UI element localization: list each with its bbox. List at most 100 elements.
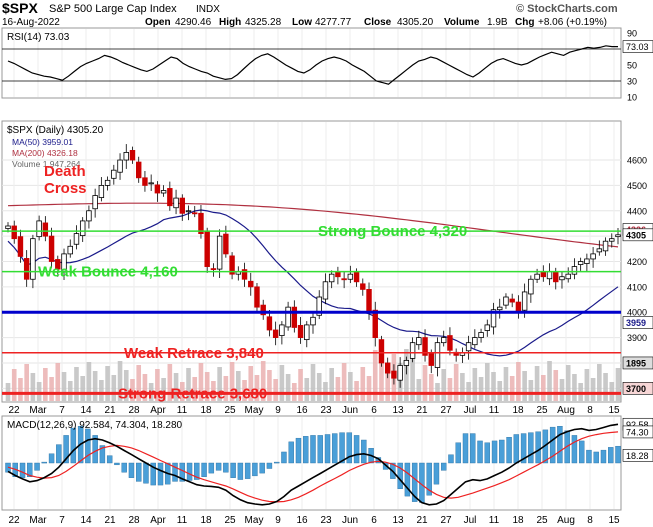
x-tick-label: 27 [440,405,452,416]
candle-body [416,337,422,346]
candle-body [441,337,447,344]
x-tick-label: 21 [416,405,428,416]
macd-x-tick-label: 11 [177,515,188,526]
close-label: Close [364,17,392,28]
macd-histogram-bar [237,462,244,480]
x-tick-label: 13 [392,405,404,416]
candle-body [285,306,291,328]
weak-retrace-label: Weak Retrace 3,840 [124,345,264,362]
candle-body [167,188,173,207]
candle-body [434,342,441,368]
strong-bounce-label: Strong Bounce 4,320 [318,223,467,240]
x-tick-label: 22 [8,405,20,416]
candle-body [553,271,559,283]
rsi-tick-label: 50 [627,61,637,71]
volume-bar [522,371,527,401]
macd-x-tick-label: 14 [80,515,92,526]
candle-body [291,306,298,328]
x-tick-label: 18 [200,405,212,416]
candle-body [565,273,571,280]
x-tick-label: 23 [320,405,332,416]
strong-retrace-label: Strong Retrace 3,680 [118,385,267,402]
volume-bar [92,371,98,401]
candle-body [260,304,266,316]
macd-x-tick-label: 25 [536,515,548,526]
candle-body [577,261,584,265]
hist-tag [622,449,653,462]
candle-body [602,240,609,252]
macd-x-tick-label: 18 [200,515,212,526]
macd-histogram-bar [252,462,258,477]
macd-histogram-bar [128,462,135,478]
candle-body [347,273,354,280]
macd-histogram-bar [513,434,520,464]
volume-bar [204,372,210,401]
macd-histogram-bar [266,462,273,469]
x-tick-label: 11 [489,405,500,416]
close-value: 4305.20 [397,17,434,28]
macd-histogram-bar [346,432,353,464]
macd-histogram-bar [506,437,512,464]
x-tick-label: 18 [512,405,524,416]
volume-bar [385,368,391,401]
candle-body [129,150,136,161]
candle-body [73,233,80,245]
price-tick-label: 4200 [627,257,647,267]
macd-histogram-bar [462,433,469,464]
candle-body [148,182,154,185]
candle-body [397,365,403,381]
macd-histogram-bar [586,449,592,464]
macd-x-tick-label: 21 [416,515,428,526]
x-tick-label: 28 [128,405,140,416]
volume-bar [441,369,447,401]
volume-bar [329,368,334,401]
macd-x-tick-label: 16 [296,515,308,526]
macd-x-tick-label: 9 [275,515,281,526]
candle-body [546,271,553,280]
macd-histogram-bar [121,462,127,473]
macd-histogram-bar [339,432,345,464]
candle-body [160,190,167,194]
candle-body [297,325,304,338]
x-tick-label: 14 [80,405,92,416]
macd-histogram-bar [600,449,607,464]
volume-bar [167,364,173,401]
macd-histogram-bar [608,447,614,464]
volume-top-tag [622,356,653,370]
candle-body [98,185,105,198]
macd-histogram-bar [441,462,447,471]
candle-body [490,309,497,328]
volume-bar [516,362,521,401]
candle-body [185,210,192,213]
macd-histogram-bar [194,462,200,480]
volume-bar [99,380,104,401]
volume-bar [304,378,310,401]
macd-histogram-bar [295,437,302,464]
x-tick-label: 9 [275,405,281,416]
volume-bar [428,374,434,401]
candle-body [571,266,578,275]
macd-histogram-bar [34,462,40,471]
volume-bar [36,382,42,401]
macd-histogram-bar [143,462,149,484]
date: 16-Aug-2022 [2,17,60,28]
signal-tag [622,425,653,439]
price-tick-label: 4400 [627,206,647,216]
candle-body [403,360,410,366]
volume-bar [298,369,303,401]
candle-body [328,273,335,283]
macd-histogram-bar [324,434,331,464]
volume-bar [528,380,534,401]
candle-body [509,298,515,303]
volume-bar [410,358,415,401]
volume-bar [173,373,179,401]
macd-histogram-bar [281,451,287,464]
candle-body [372,309,378,338]
macd-histogram-bar [41,461,48,464]
candle-body [478,332,484,338]
volume-value: 1.9B [487,17,508,28]
x-tick-label: 16 [296,405,308,416]
macd-histogram-bar [557,426,563,464]
volume-bar [534,366,540,401]
candle-body [179,197,185,214]
